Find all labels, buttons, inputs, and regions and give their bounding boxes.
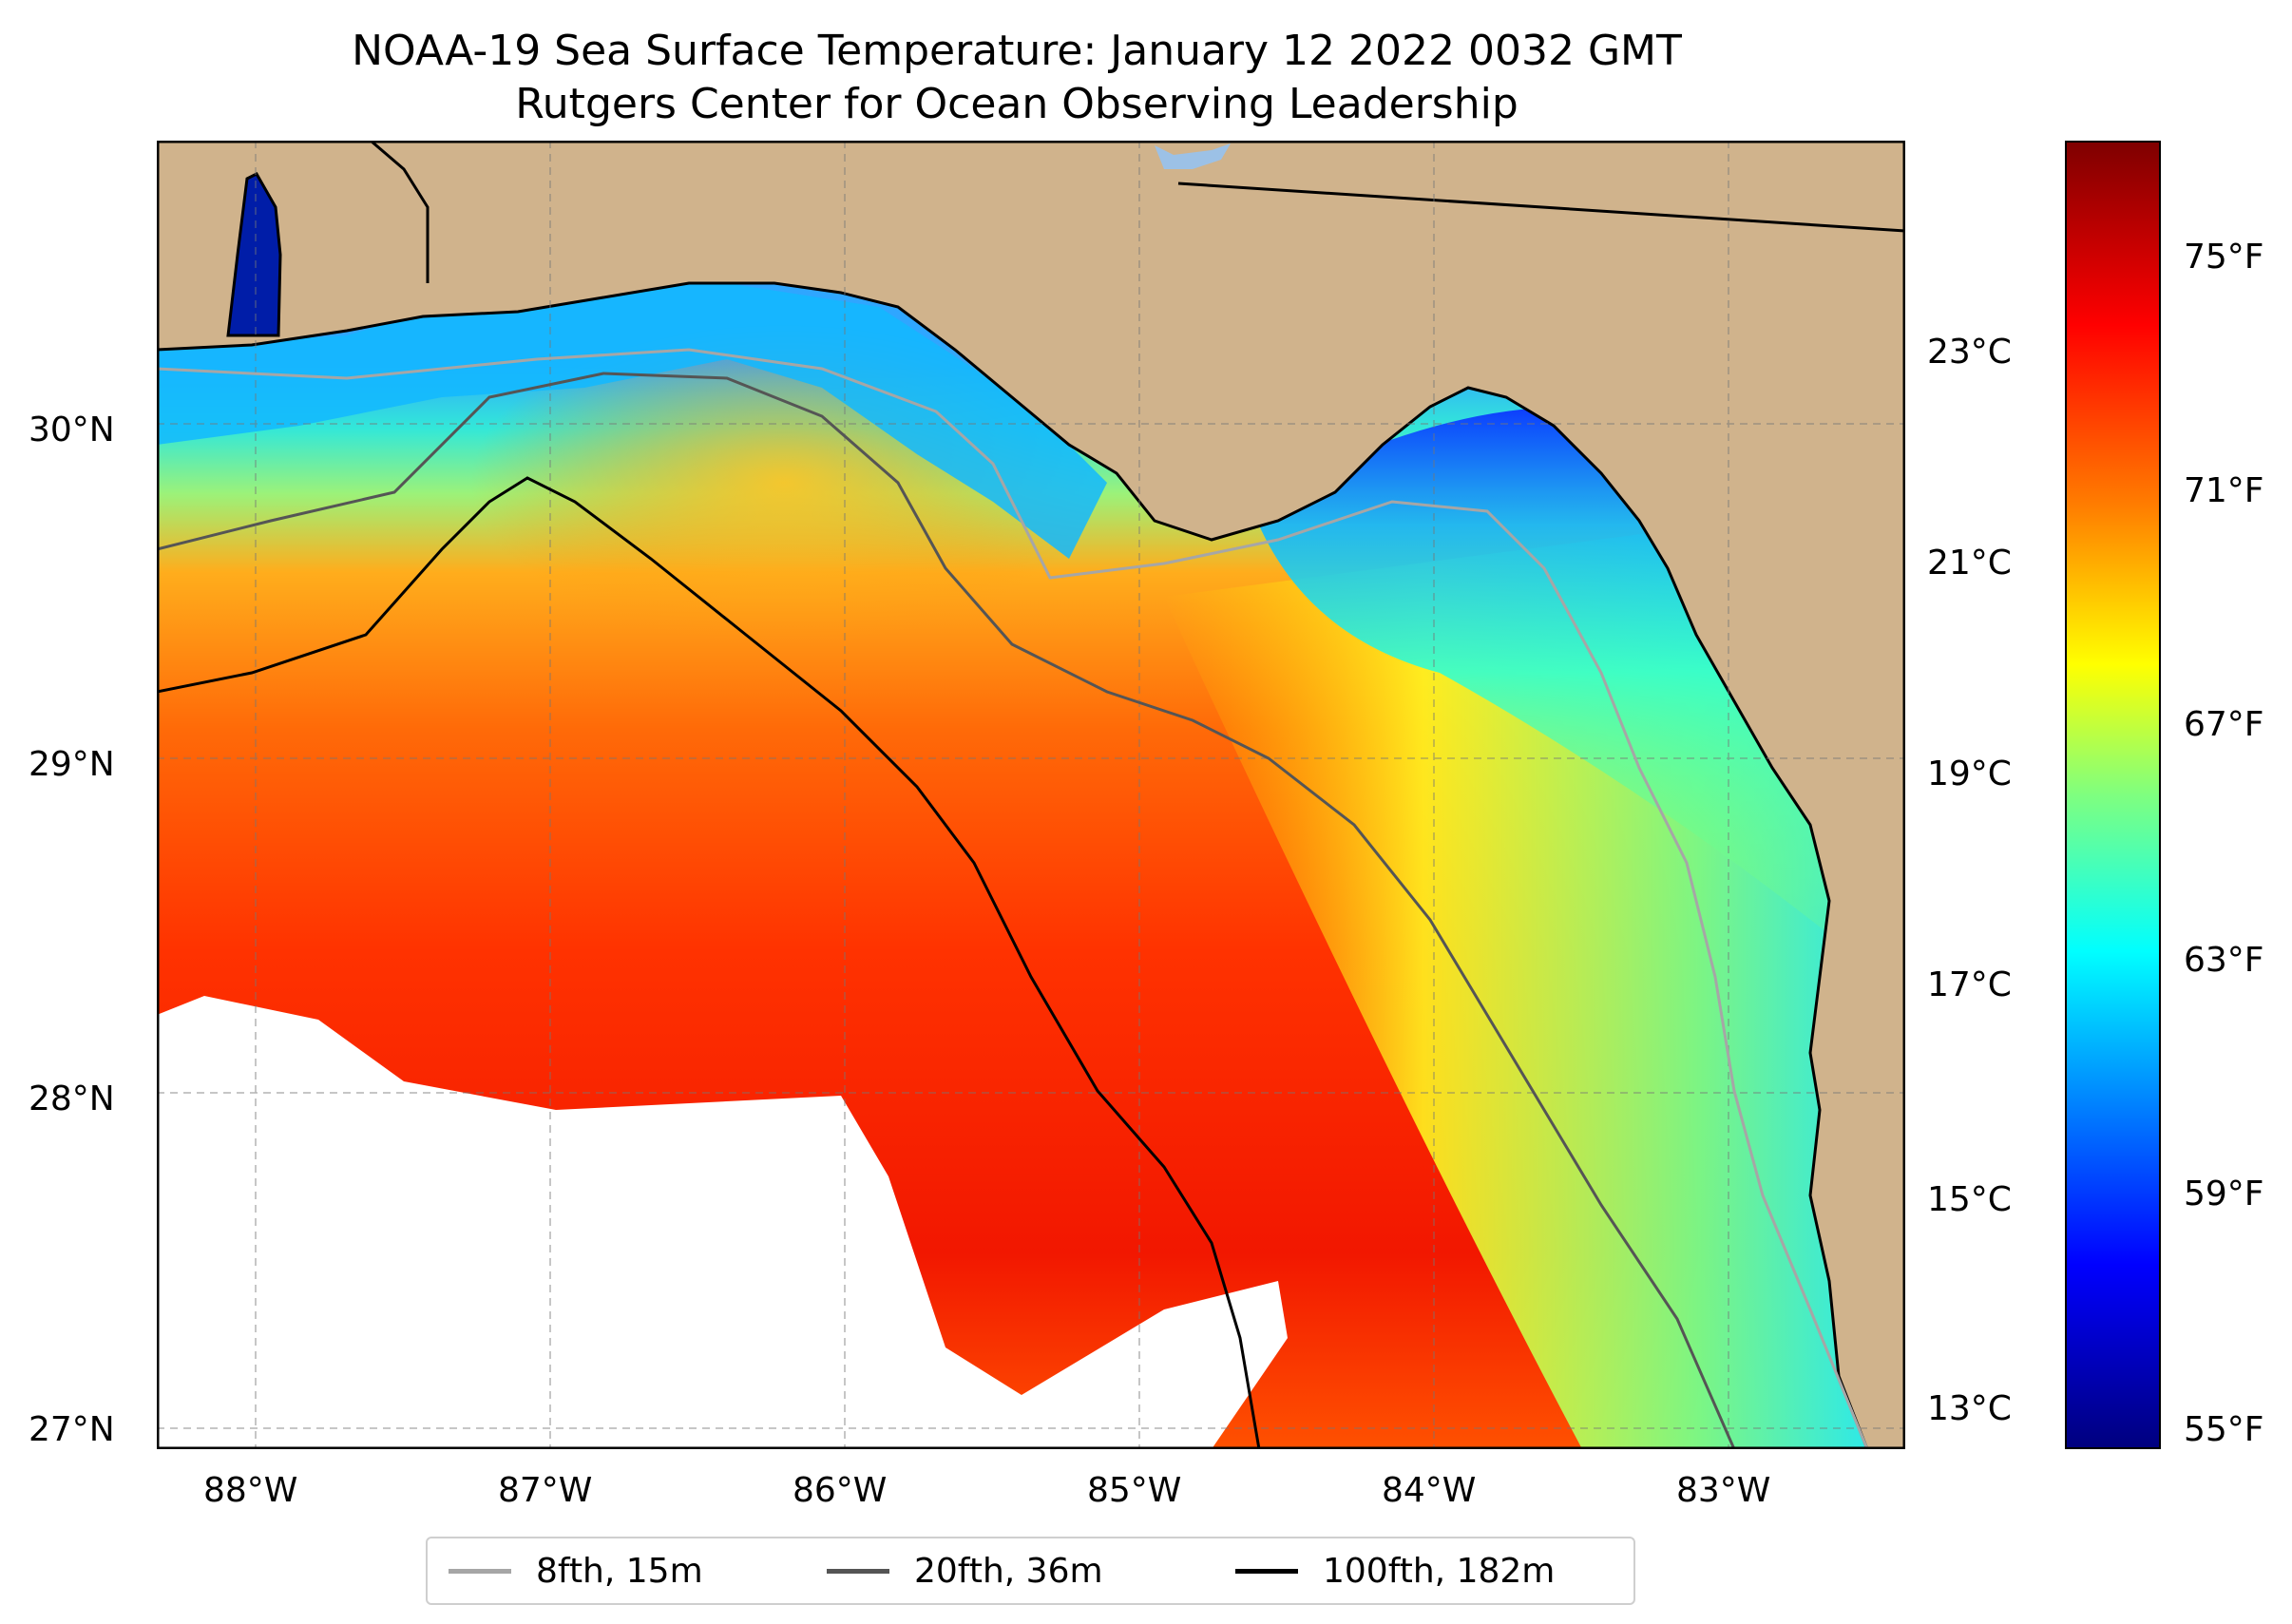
colorbar-c-tick-13: 13°C (1927, 1389, 2012, 1428)
legend-swatch-100fth (1235, 1568, 1298, 1574)
state-border (370, 141, 1905, 283)
colorbar-f-tick-63: 63°F (2184, 941, 2264, 980)
coastline (157, 281, 1869, 1449)
lon-tick-88w: 88°W (203, 1471, 298, 1510)
land (157, 141, 1905, 1449)
mobile-bay (226, 172, 282, 337)
lon-tick-84w: 84°W (1382, 1471, 1477, 1510)
lon-tick-85w: 85°W (1087, 1471, 1182, 1510)
legend-swatch-20fth (827, 1568, 889, 1574)
map-border (157, 141, 1905, 1449)
colorbar-f-tick-71: 71°F (2184, 471, 2264, 510)
lon-tick-87w: 87°W (498, 1471, 593, 1510)
colorbar-f-tick-67: 67°F (2184, 705, 2264, 744)
lat-tick-27n: 27°N (29, 1410, 115, 1449)
lon-tick-86w: 86°W (793, 1471, 888, 1510)
legend-item-8fth: 8fth, 15m (449, 1538, 703, 1603)
no-data-region (157, 996, 1288, 1449)
isobath-100fth-182m (157, 476, 1261, 1449)
legend-label-8fth: 8fth, 15m (536, 1551, 703, 1591)
legend-swatch-8fth (449, 1568, 511, 1574)
isobath-20fth-36m (157, 372, 1736, 1449)
colorbar-c-tick-21: 21°C (1927, 544, 2012, 583)
title-line-1: NOAA-19 Sea Surface Temperature: January… (352, 27, 1682, 75)
lon-tick-83w: 83°W (1676, 1471, 1771, 1510)
legend: 8fth, 15m 20fth, 36m 100fth, 182m (426, 1537, 1635, 1605)
legend-label-100fth: 100fth, 182m (1323, 1551, 1556, 1591)
colorbar-c-tick-19: 19°C (1927, 755, 2012, 793)
lake (1155, 143, 1231, 169)
colorbar-f-tick-59: 59°F (2184, 1175, 2264, 1213)
colorbar-c-tick-17: 17°C (1927, 965, 2012, 1004)
colorbar-f-tick-75: 75°F (2184, 238, 2264, 277)
colorbar (2065, 141, 2161, 1449)
coastal-cold-band (157, 283, 1107, 559)
sst-map (157, 141, 1905, 1449)
lat-tick-28n: 28°N (29, 1079, 115, 1118)
lat-tick-30n: 30°N (29, 411, 115, 449)
colorbar-c-tick-15: 15°C (1927, 1180, 2012, 1219)
colorbar-c-tick-23: 23°C (1927, 333, 2012, 372)
legend-item-100fth: 100fth, 182m (1235, 1538, 1555, 1603)
colorbar-f-tick-55: 55°F (2184, 1410, 2264, 1449)
isobath-8fth-15m (157, 348, 1869, 1449)
title-line-2: Rutgers Center for Ocean Observing Leade… (515, 80, 1518, 128)
gridlines (157, 141, 1905, 1449)
lat-tick-29n: 29°N (29, 745, 115, 784)
legend-label-20fth: 20fth, 36m (914, 1551, 1103, 1591)
legend-item-20fth: 20fth, 36m (827, 1538, 1103, 1603)
